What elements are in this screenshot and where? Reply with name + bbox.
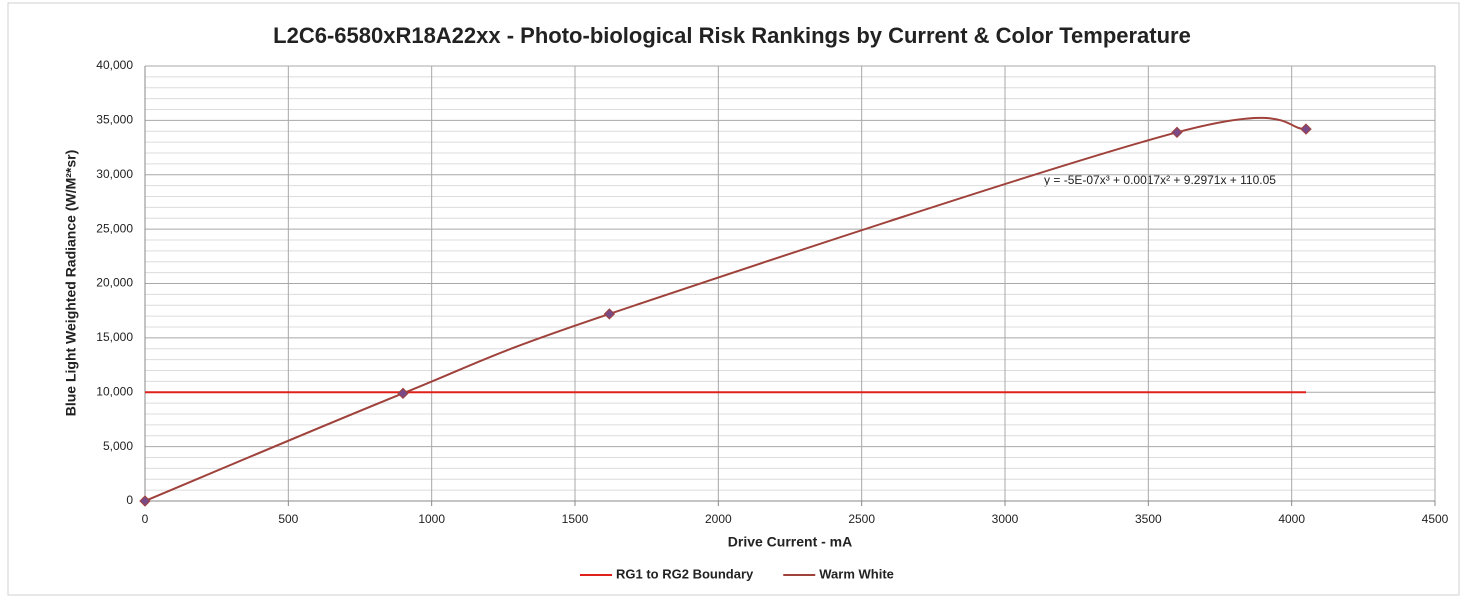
y-tick-label: 40,000 [96, 58, 133, 72]
y-tick-label: 0 [126, 493, 133, 507]
series-line [144, 116, 1307, 502]
x-tick-label: 4500 [1422, 512, 1449, 526]
chart-border [7, 2, 1460, 596]
y-tick-label: 20,000 [96, 276, 133, 290]
y-tick-label: 35,000 [96, 113, 133, 127]
x-tick-label: 1500 [562, 512, 589, 526]
y-axis-label: Blue Light Weighted Radiance (W/M²*sr) [63, 150, 79, 417]
y-tick-label: 25,000 [96, 221, 133, 235]
x-axis-label: Drive Current - mA [728, 534, 852, 550]
marker [139, 495, 151, 507]
x-tick-label: 3500 [1135, 512, 1162, 526]
chart-title: L2C6-6580xR18A22xx - Photo-biological Ri… [273, 23, 1191, 48]
y-tick-label: 5,000 [103, 439, 133, 453]
legend-label: Warm White [819, 566, 894, 581]
y-tick-label: 15,000 [96, 330, 133, 344]
marker [603, 308, 616, 320]
marker [1171, 126, 1183, 139]
y-tick-label: 10,000 [96, 384, 133, 398]
x-tick-label: 2500 [848, 512, 875, 526]
trendline-equation: y = -5E-07x³ + 0.0017x² + 9.2971x + 110.… [1044, 173, 1276, 187]
legend-label: RG1 to RG2 Boundary [616, 566, 754, 581]
x-tick-label: 500 [278, 512, 298, 526]
marker [1300, 123, 1312, 135]
marker [397, 387, 409, 400]
y-tick-label: 30,000 [96, 167, 133, 181]
x-tick-label: 0 [142, 512, 149, 526]
x-tick-label: 1000 [418, 512, 445, 526]
x-tick-label: 2000 [705, 512, 732, 526]
x-tick-label: 3000 [992, 512, 1019, 526]
x-tick-label: 4000 [1278, 512, 1305, 526]
